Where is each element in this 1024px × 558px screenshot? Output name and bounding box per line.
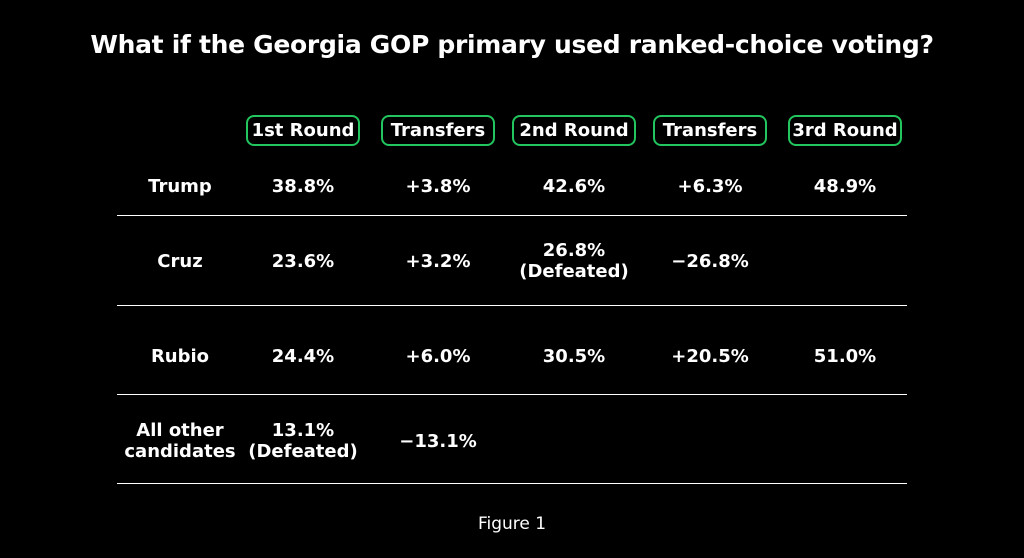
table-cell: +3.8% — [405, 175, 471, 197]
column-header-5: 3rd Round — [788, 115, 902, 146]
column-header-3: 2nd Round — [512, 115, 636, 146]
row-divider — [117, 483, 907, 484]
table-cell: 30.5% — [542, 345, 606, 367]
row-label-rubio: Rubio — [150, 345, 210, 367]
column-header-1: 1st Round — [246, 115, 360, 146]
column-header-4: Transfers — [653, 115, 767, 146]
figure-caption: Figure 1 — [477, 514, 547, 534]
table-cell: 23.6% — [271, 250, 335, 272]
table-cell: 13.1% (Defeated) — [248, 420, 358, 462]
table-cell: 51.0% — [813, 345, 877, 367]
table-cell: +6.3% — [677, 175, 743, 197]
table-cell: +6.0% — [405, 345, 471, 367]
row-label-cruz: Cruz — [157, 250, 203, 272]
table-cell: +20.5% — [671, 345, 749, 367]
table-cell: 42.6% — [542, 175, 606, 197]
table-cell: 48.9% — [813, 175, 877, 197]
table-cell: 24.4% — [271, 345, 335, 367]
row-divider — [117, 394, 907, 395]
row-label-trump: Trump — [148, 175, 212, 197]
row-divider — [117, 215, 907, 216]
table-cell: −26.8% — [671, 250, 749, 272]
column-header-2: Transfers — [381, 115, 495, 146]
row-divider — [117, 305, 907, 306]
table-cell: +3.2% — [405, 250, 471, 272]
chart-title: What if the Georgia GOP primary used ran… — [90, 30, 934, 59]
table-cell: 26.8% (Defeated) — [519, 240, 629, 282]
table-cell: 38.8% — [271, 175, 335, 197]
table-cell: −13.1% — [399, 430, 477, 452]
row-label-all-other: All other candidates — [124, 420, 236, 462]
